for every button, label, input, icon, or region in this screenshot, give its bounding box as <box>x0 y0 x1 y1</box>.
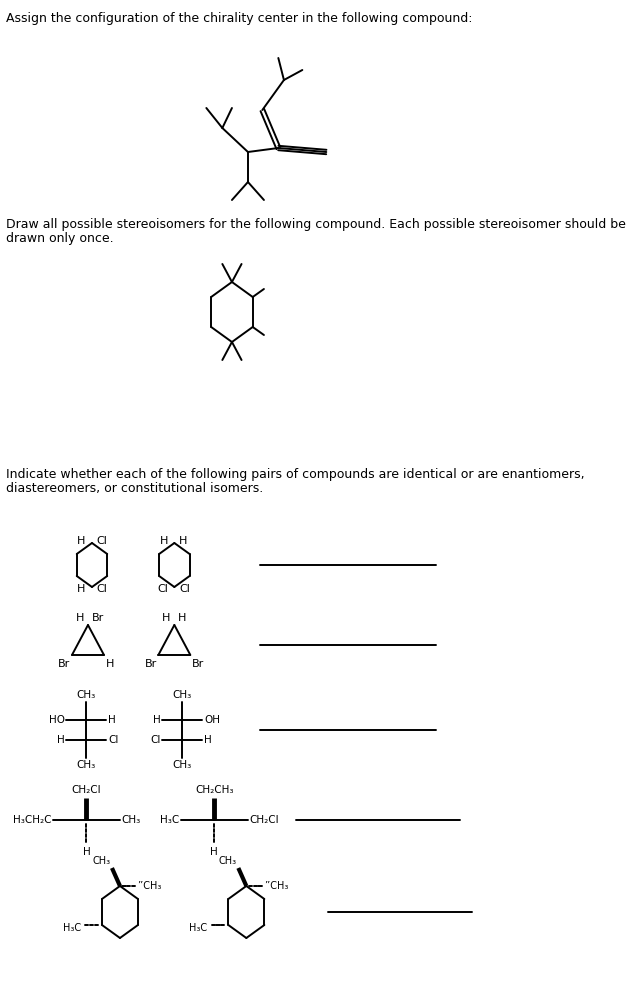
Text: Br: Br <box>144 659 157 669</box>
Text: H: H <box>162 613 170 623</box>
Text: CH₃: CH₃ <box>121 815 141 825</box>
Text: H: H <box>105 659 114 669</box>
Text: diastereomers, or constitutional isomers.: diastereomers, or constitutional isomers… <box>6 482 264 495</box>
Text: Cl: Cl <box>150 735 160 745</box>
Text: Cl: Cl <box>97 536 108 546</box>
Text: H: H <box>77 536 85 546</box>
Text: H₃CH₂C: H₃CH₂C <box>13 815 51 825</box>
Text: H: H <box>178 613 187 623</box>
Text: CH₂CH₃: CH₂CH₃ <box>195 785 234 795</box>
Text: CH₂Cl: CH₂Cl <box>71 785 101 795</box>
Text: CH₃: CH₃ <box>77 690 96 700</box>
Text: Draw all possible stereoisomers for the following compound. Each possible stereo: Draw all possible stereoisomers for the … <box>6 218 627 231</box>
Text: H: H <box>57 735 65 745</box>
Text: H: H <box>179 536 187 546</box>
Text: CH₃: CH₃ <box>92 856 110 866</box>
Text: ’’CH₃: ’’CH₃ <box>137 881 162 891</box>
Text: Br: Br <box>192 659 204 669</box>
Text: CH₂Cl: CH₂Cl <box>250 815 279 825</box>
Text: H₃C: H₃C <box>189 923 207 933</box>
Text: Cl: Cl <box>179 584 190 594</box>
Text: H: H <box>204 735 212 745</box>
Text: Cl: Cl <box>157 584 168 594</box>
Text: H₃C: H₃C <box>63 923 81 933</box>
Text: drawn only once.: drawn only once. <box>6 232 114 245</box>
Text: ’’CH₃: ’’CH₃ <box>264 881 288 891</box>
Text: Indicate whether each of the following pairs of compounds are identical or are e: Indicate whether each of the following p… <box>6 468 585 481</box>
Text: H: H <box>211 847 218 857</box>
Text: Assign the configuration of the chirality center in the following compound:: Assign the configuration of the chiralit… <box>6 12 473 25</box>
Text: OH: OH <box>204 715 220 725</box>
Text: CH₃: CH₃ <box>77 760 96 770</box>
Text: Cl: Cl <box>108 735 118 745</box>
Text: H: H <box>160 536 168 546</box>
Text: Br: Br <box>92 613 104 623</box>
Text: H: H <box>108 715 116 725</box>
Text: HO: HO <box>49 715 65 725</box>
Text: CH₃: CH₃ <box>173 760 192 770</box>
Text: CH₃: CH₃ <box>173 690 192 700</box>
Text: Cl: Cl <box>97 584 108 594</box>
Text: H: H <box>153 715 160 725</box>
Text: H: H <box>76 613 84 623</box>
Text: H: H <box>83 847 91 857</box>
Text: CH₃: CH₃ <box>219 856 237 866</box>
Text: H₃C: H₃C <box>160 815 179 825</box>
Text: Br: Br <box>58 659 71 669</box>
Text: H: H <box>77 584 85 594</box>
